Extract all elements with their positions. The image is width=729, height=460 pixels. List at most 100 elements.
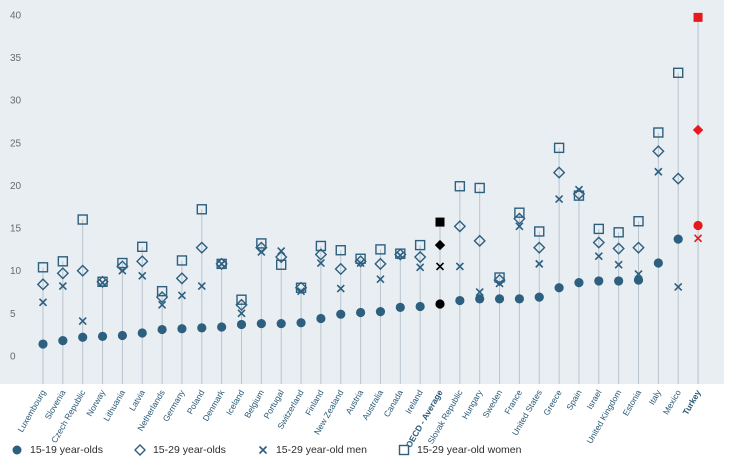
- circle-marker: [633, 275, 644, 285]
- circle-marker: [614, 276, 624, 286]
- y-tick-label: 15: [10, 224, 22, 235]
- square-marker: [494, 272, 505, 283]
- circle-marker: [494, 294, 505, 304]
- x-category-label: Latvia: [127, 388, 147, 413]
- x-marker: [98, 278, 107, 287]
- diamond-marker: [195, 241, 208, 254]
- square-marker: [37, 262, 49, 273]
- x-marker: [634, 270, 643, 279]
- square-marker: [176, 255, 188, 266]
- x-marker: [177, 291, 187, 300]
- circle-marker: [554, 283, 564, 293]
- square-marker: [435, 217, 445, 227]
- x-marker: [58, 281, 67, 291]
- circle-marker: [276, 318, 286, 329]
- circle-marker: [336, 309, 346, 319]
- diamond-marker: [592, 236, 605, 249]
- legend-label: 15-29 year-old men: [275, 444, 367, 456]
- x-marker: [475, 287, 484, 297]
- circle-marker-icon: [12, 445, 22, 455]
- square-marker: [454, 181, 466, 192]
- x-marker: [594, 252, 603, 261]
- x-marker: [138, 271, 147, 280]
- plot-background: [0, 0, 724, 384]
- x-category-label: Italy: [647, 387, 664, 406]
- square-marker: [236, 294, 247, 305]
- x-category-label: Greece: [541, 388, 564, 417]
- x-marker: [376, 275, 385, 284]
- diamond-marker: [493, 273, 506, 287]
- circle-marker: [58, 336, 68, 346]
- circle-marker: [197, 323, 207, 333]
- diamond-marker: [76, 264, 89, 277]
- diamond-marker: [334, 262, 347, 276]
- y-tick-label: 0: [10, 352, 16, 363]
- diamond-marker: [473, 234, 486, 248]
- legend-item-15-19: 15-19 year-olds: [10, 444, 103, 456]
- x-category-label: Sweden: [480, 388, 504, 420]
- square-marker: [335, 245, 346, 256]
- x-marker: [316, 258, 325, 268]
- square-marker: [534, 226, 545, 237]
- legend: 15-19 year-olds 15-29 year-olds 15-29 ye…: [10, 441, 551, 459]
- x-marker: [515, 222, 524, 231]
- circle-marker: [137, 328, 147, 338]
- square-marker: [77, 214, 88, 225]
- x-category-label: Spain: [564, 388, 584, 412]
- diamond-marker: [453, 220, 467, 233]
- x-marker: [455, 262, 464, 271]
- diamond-marker: [612, 242, 625, 255]
- y-tick-label: 25: [10, 138, 22, 149]
- circle-marker: [435, 299, 445, 309]
- square-marker: [256, 238, 267, 249]
- y-tick-label: 20: [10, 181, 22, 192]
- legend-item-15-29-women: 15-29 year-old women: [397, 444, 521, 456]
- diamond-marker: [552, 166, 566, 179]
- diamond-marker: [632, 241, 645, 254]
- diamond-marker: [413, 250, 427, 264]
- circle-marker: [693, 220, 703, 231]
- diamond-marker: [175, 272, 189, 285]
- square-marker: [395, 248, 406, 259]
- y-tick-label: 30: [10, 96, 22, 107]
- legend-item-15-29-men: 15-29 year-old men: [256, 444, 367, 456]
- square-marker: [375, 244, 386, 255]
- circle-marker: [534, 292, 544, 302]
- square-marker: [573, 190, 585, 201]
- x-marker: [674, 282, 683, 291]
- x-marker: [555, 194, 564, 204]
- x-marker: [495, 279, 504, 288]
- circle-marker: [475, 294, 485, 304]
- x-category-label: Turkey: [680, 388, 702, 417]
- legend-label: 15-29 year-old women: [417, 444, 522, 456]
- diamond-marker: [56, 267, 70, 280]
- x-marker: [614, 260, 623, 269]
- x-marker: [535, 259, 544, 268]
- circle-marker: [177, 324, 187, 334]
- x-category-label: Israel: [584, 388, 603, 411]
- x-marker: [257, 247, 266, 256]
- square-marker: [196, 204, 208, 215]
- diamond-marker-icon: [133, 444, 146, 456]
- y-tick-label: 40: [10, 10, 22, 21]
- diamond-marker: [314, 248, 328, 261]
- square-marker: [156, 285, 168, 297]
- circle-marker: [117, 330, 127, 341]
- circle-marker: [395, 302, 405, 312]
- square-marker: [593, 223, 604, 235]
- circle-marker: [653, 258, 663, 268]
- square-marker: [276, 259, 287, 270]
- circle-marker: [316, 313, 326, 324]
- legend-label: 15-19 year-olds: [30, 444, 103, 456]
- x-category-label: Canada: [381, 388, 405, 419]
- x-marker: [296, 287, 306, 296]
- diamond-marker: [434, 239, 446, 251]
- diamond-marker: [136, 255, 149, 268]
- circle-marker: [514, 294, 525, 304]
- square-marker: [414, 239, 426, 251]
- circle-marker: [574, 278, 584, 288]
- square-marker: [117, 257, 128, 269]
- circle-marker: [356, 307, 366, 318]
